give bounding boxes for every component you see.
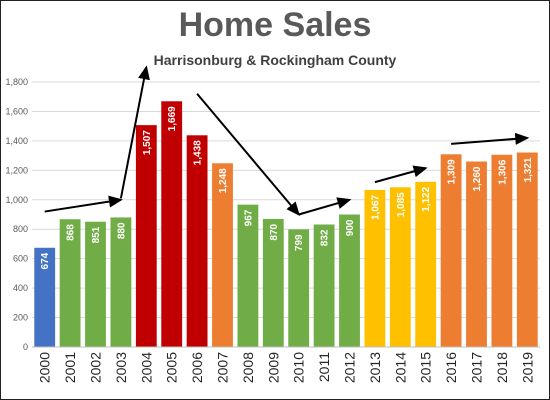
data-label: 799 (294, 234, 305, 251)
x-tick-label: 2016 (443, 352, 459, 383)
bar-2013 (364, 189, 386, 347)
x-tick-label: 2017 (469, 352, 485, 383)
x-tick-label: 2002 (88, 352, 104, 383)
bar-2018 (491, 154, 513, 347)
x-tick-label: 2012 (342, 352, 358, 383)
bar-2005 (161, 101, 183, 348)
x-tick-label: 2005 (164, 352, 180, 383)
bar-2016 (440, 154, 462, 347)
trend-arrow (298, 197, 352, 216)
data-label: 832 (320, 229, 331, 246)
bar-2010 (288, 229, 310, 347)
x-tick-label: 2013 (367, 352, 383, 383)
data-label: 967 (243, 209, 254, 226)
data-label: 1,309 (447, 159, 458, 184)
data-label: 870 (269, 223, 280, 240)
gridlines (32, 81, 540, 348)
x-tick-label: 2019 (519, 352, 535, 383)
bar-2004 (135, 125, 157, 347)
x-tick-label: 2011 (316, 352, 332, 382)
data-labels: 674 868 851 880 1,507 1,669 1,438 1,248 967 870 79… (40, 106, 534, 270)
bar-2007 (212, 163, 233, 347)
data-label: 1,122 (421, 186, 432, 211)
y-tick-label: 200 (13, 313, 28, 323)
y-tick-label: 1,800 (5, 77, 28, 87)
x-tick-label: 2003 (113, 352, 129, 383)
bar-2009 (262, 218, 284, 347)
trend-arrow (374, 165, 428, 184)
data-label: 1,260 (472, 166, 483, 191)
data-label: 1,248 (218, 168, 229, 193)
trend-arrow (196, 93, 300, 217)
bar-2014 (389, 187, 411, 347)
y-axis: 0 200 400 600 800 1,000 1,200 1,400 1,600 1,800 (5, 77, 28, 352)
data-label: 868 (66, 224, 77, 241)
bar-2001 (59, 219, 81, 347)
bar-2017 (466, 161, 487, 347)
data-label: 1,669 (167, 106, 178, 131)
x-tick-label: 2000 (37, 352, 53, 383)
x-tick-label: 2009 (265, 352, 281, 383)
data-label: 900 (345, 219, 356, 236)
bars (34, 101, 538, 348)
x-tick-label: 2014 (392, 352, 408, 383)
y-tick-label: 1,200 (5, 165, 28, 175)
trend-arrow (44, 195, 123, 213)
x-tick-label: 2001 (62, 352, 78, 383)
data-label: 851 (91, 226, 102, 243)
trend-arrow (451, 132, 530, 145)
y-tick-label: 400 (13, 283, 28, 293)
x-tick-label: 2004 (138, 352, 154, 383)
y-tick-label: 1,600 (5, 106, 28, 116)
x-tick-label: 2006 (189, 352, 205, 383)
data-label: 1,306 (497, 159, 508, 184)
data-label: 1,067 (370, 194, 381, 219)
bar-2006 (186, 135, 208, 347)
bar-2019 (516, 152, 538, 347)
trend-arrows (44, 65, 530, 217)
data-label: 1,507 (142, 130, 153, 155)
bar-2002 (85, 221, 106, 347)
x-tick-label: 2007 (215, 352, 231, 383)
chart-title: Home Sales (178, 6, 372, 44)
bar-2015 (415, 181, 437, 347)
data-label: 1,438 (193, 140, 204, 165)
x-tick-label: 2015 (418, 352, 434, 383)
x-tick-label: 2010 (291, 352, 307, 383)
data-label: 1,321 (523, 157, 534, 182)
data-label: 674 (40, 252, 51, 269)
bar-2008 (237, 204, 259, 347)
chart-subtitle: Harrisonburg & Rockingham County (153, 52, 397, 68)
y-tick-label: 0 (23, 342, 28, 352)
data-label: 1,085 (396, 192, 407, 217)
trend-arrow (119, 65, 150, 199)
x-axis: 2000 2001 2002 2003 2004 2005 2006 2007 2008 2009… (32, 346, 540, 383)
bar-2012 (339, 214, 360, 347)
y-tick-label: 600 (13, 254, 28, 264)
y-tick-label: 800 (13, 224, 28, 234)
bar-2011 (313, 224, 335, 347)
data-label: 880 (116, 222, 127, 239)
bar-2003 (110, 217, 132, 347)
x-tick-label: 2008 (240, 352, 256, 383)
y-tick-label: 1,000 (5, 195, 28, 205)
bar-2000 (34, 247, 56, 347)
y-tick-label: 1,400 (5, 136, 28, 146)
x-tick-label: 2018 (494, 352, 510, 383)
